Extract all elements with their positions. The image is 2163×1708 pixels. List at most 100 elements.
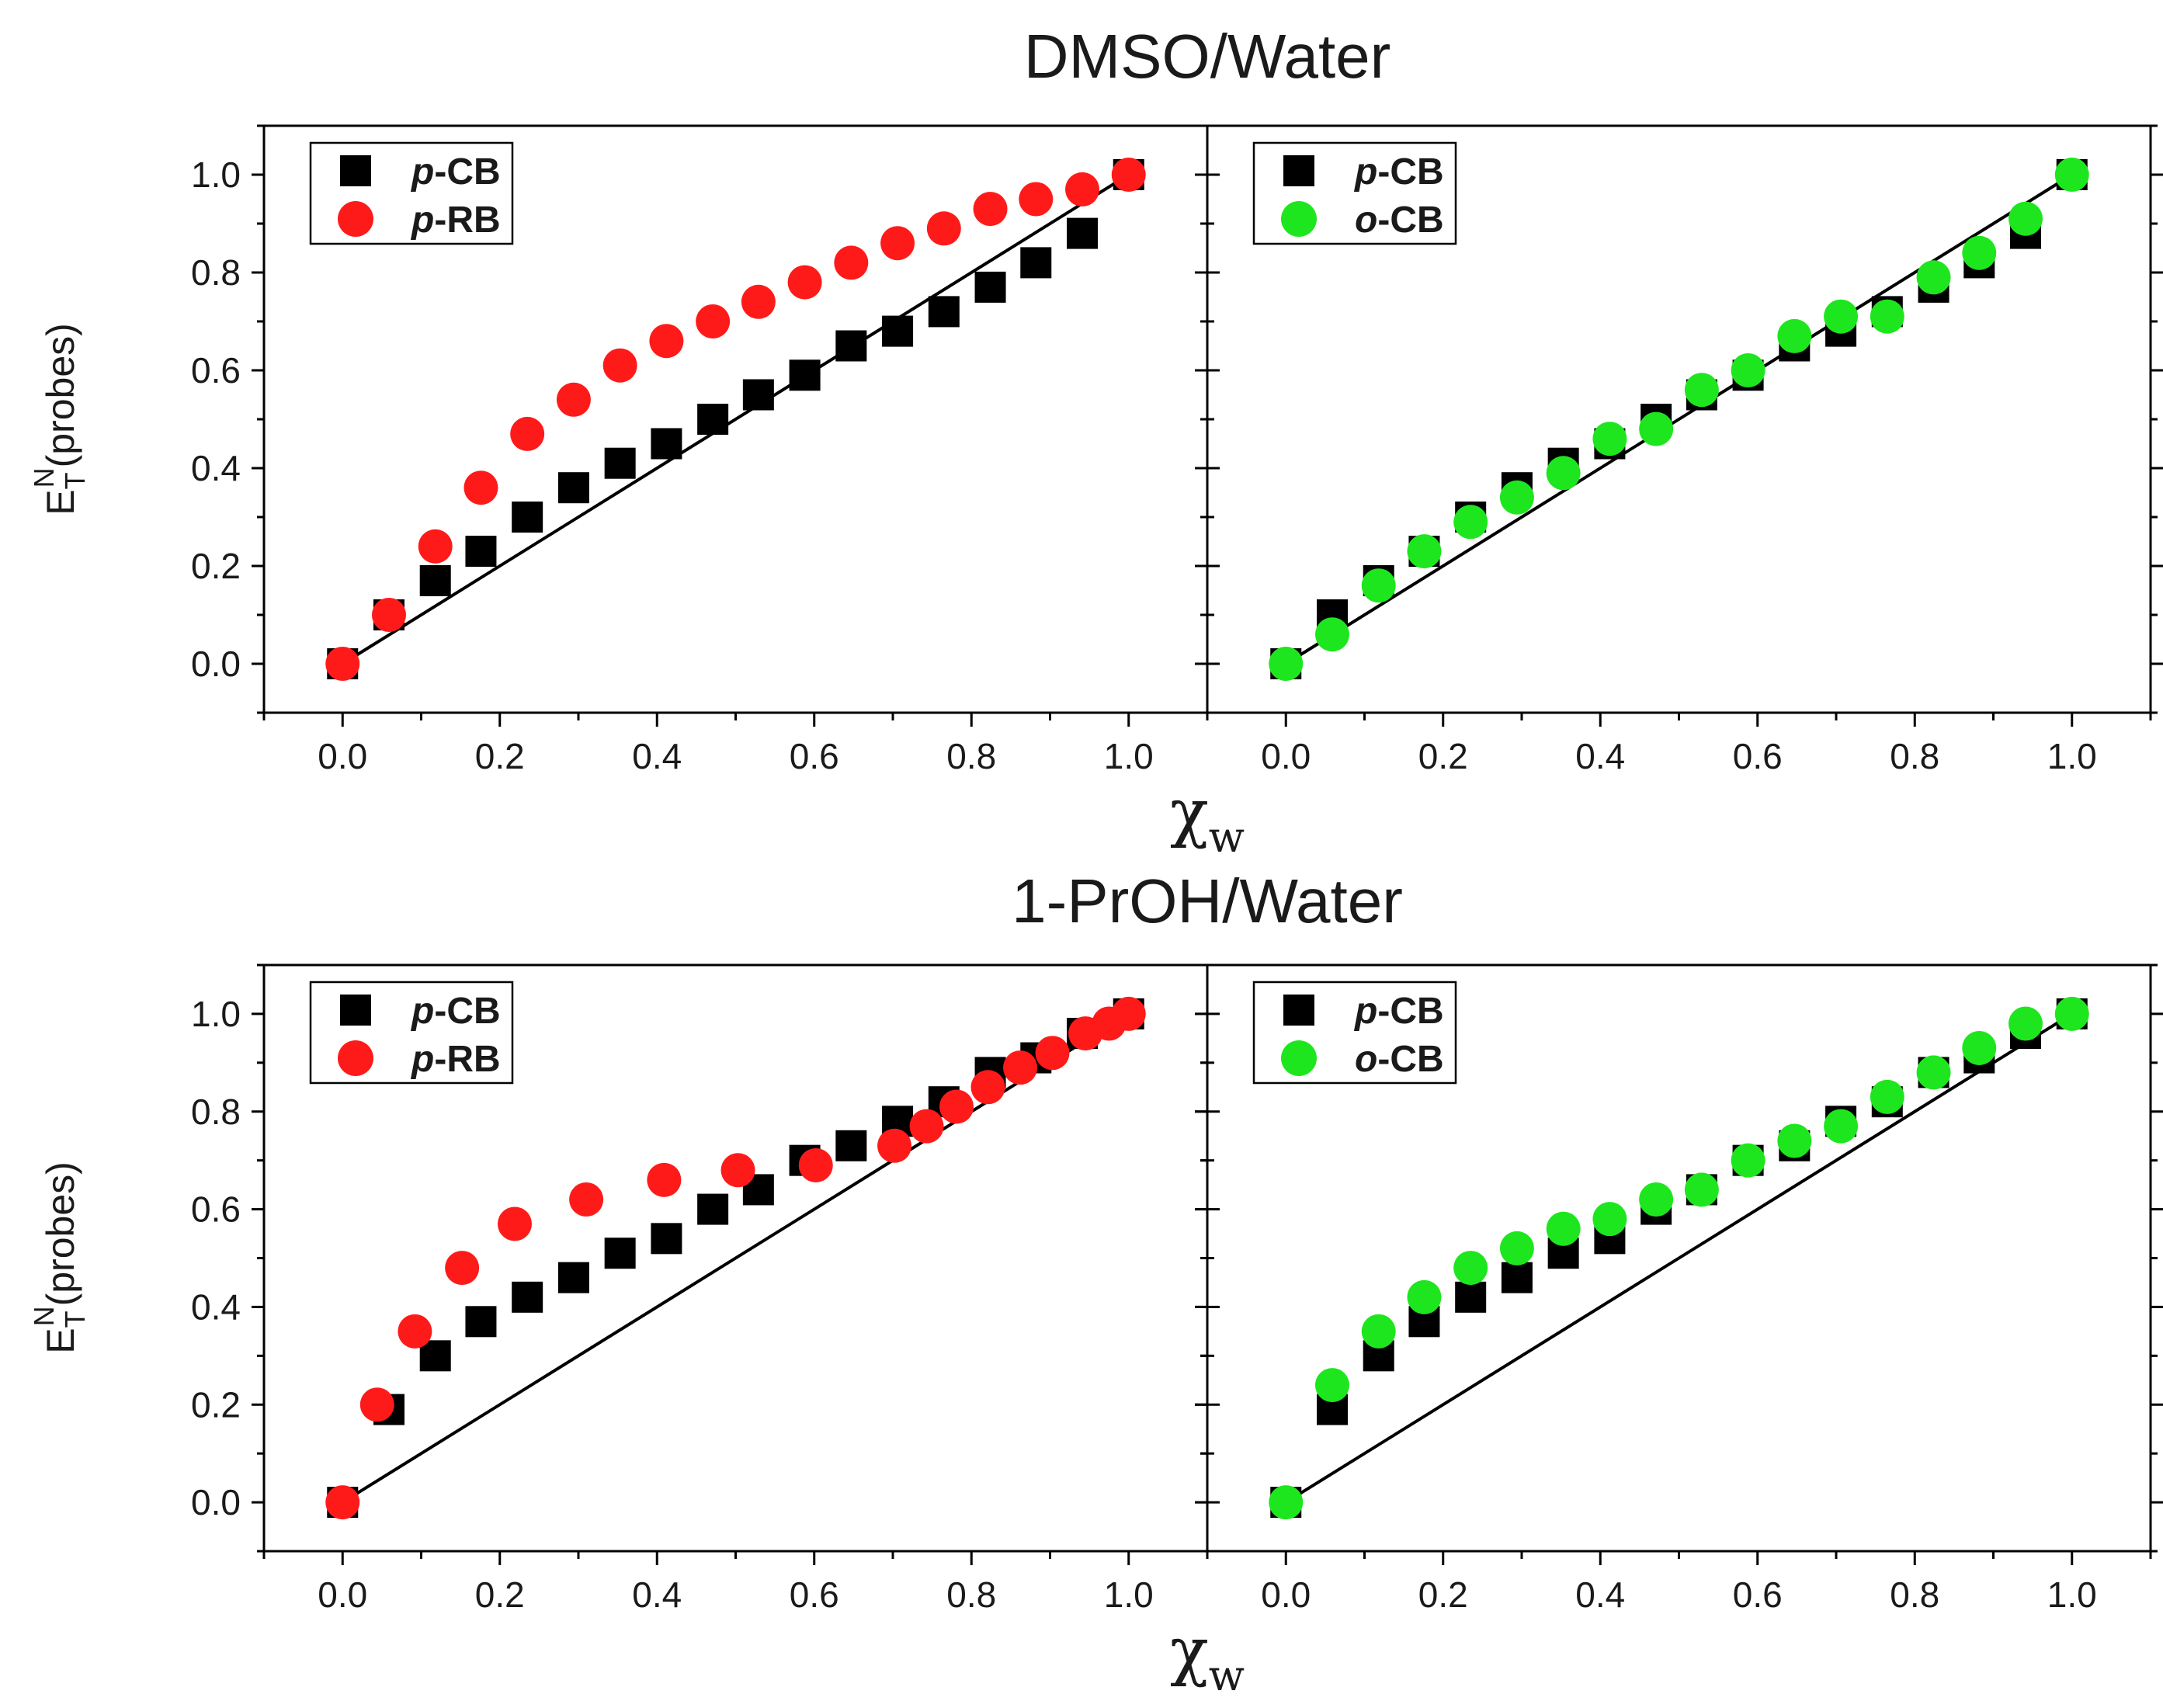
data-point-circle	[1269, 647, 1304, 681]
data-point-circle	[1731, 353, 1765, 387]
x-tick-label: 0.8	[1890, 736, 1939, 776]
data-point-circle	[1546, 456, 1581, 491]
series-o-CB	[1269, 158, 2089, 681]
data-point-circle	[1777, 318, 1812, 353]
y-tick-label: 0.4	[191, 1286, 241, 1327]
data-point-circle	[1592, 1202, 1627, 1237]
data-point-circle	[1314, 617, 1349, 652]
data-point-square	[465, 1306, 497, 1338]
data-point-circle	[877, 1128, 912, 1163]
data-point-square	[697, 1193, 729, 1225]
x-tick-label: 0.0	[318, 1574, 367, 1615]
legend-marker-circle	[1281, 1040, 1317, 1076]
data-point-circle	[1361, 1314, 1396, 1349]
y-tick-label: 0.4	[191, 448, 241, 488]
data-point-square	[1455, 1281, 1487, 1313]
x-tick-label: 0.0	[1261, 736, 1311, 776]
data-point-square	[557, 472, 589, 504]
data-point-circle	[1361, 568, 1396, 603]
plot-panel-right: 0.0 0.2 0.4 0.6 0.8 1.0 p-CB o-CB	[1195, 124, 2163, 776]
data-point-circle	[2054, 996, 2089, 1031]
x-axis-label: χw	[1170, 1615, 1245, 1700]
data-point-circle	[464, 470, 498, 505]
legend-marker-square	[1283, 155, 1314, 186]
legend-label: p-CB	[410, 151, 501, 193]
y-tick-label: 0.8	[191, 1092, 241, 1132]
data-point-circle	[602, 348, 637, 383]
data-point-circle	[909, 1109, 944, 1144]
data-point-circle	[418, 529, 453, 564]
data-point-circle	[556, 382, 591, 417]
data-point-circle	[834, 245, 869, 280]
y-tick-label: 0.2	[191, 546, 241, 586]
data-point-square	[835, 330, 867, 362]
x-tick-label: 1.0	[1104, 1574, 1154, 1615]
legend-label: o-CB	[1355, 1039, 1444, 1080]
legend-marker-square	[340, 995, 371, 1026]
x-tick-label: 0.8	[946, 736, 996, 776]
y-axis-label: ETN(probes)	[28, 323, 91, 516]
y-tick-label: 0.2	[191, 1384, 241, 1425]
data-point-circle	[1065, 172, 1100, 207]
data-point-circle	[1592, 422, 1627, 457]
data-point-square	[465, 536, 497, 568]
data-point-circle	[1546, 1211, 1581, 1246]
data-point-circle	[1824, 1109, 1859, 1144]
legend-label: p-RB	[410, 1039, 501, 1080]
x-tick-label: 0.4	[632, 736, 682, 776]
data-point-circle	[1111, 996, 1146, 1031]
y-tick-label: 0.6	[191, 1189, 241, 1230]
data-point-circle	[359, 1387, 394, 1422]
chart-propanol-water: 1-PrOH/Water ETN(probes) χw 0.0 0.2 0.4 0.6 0.8…	[28, 866, 2163, 1700]
data-point-circle	[696, 304, 731, 338]
x-tick-label: 0.2	[475, 1574, 525, 1615]
data-point-circle	[1684, 1172, 1719, 1207]
reference-line	[1285, 173, 2073, 665]
data-point-square	[928, 296, 960, 328]
data-point-square	[512, 502, 543, 533]
x-tick-label: 0.6	[1733, 736, 1783, 776]
data-point-circle	[1499, 1231, 1534, 1265]
data-point-circle	[741, 284, 776, 319]
x-tick-label: 0.8	[946, 1574, 996, 1615]
data-point-circle	[2054, 158, 2089, 192]
x-tick-label: 1.0	[1104, 736, 1154, 776]
x-tick-label: 0.0	[1261, 1574, 1311, 1615]
legend-label: p-CB	[1353, 151, 1444, 193]
legend-marker-circle	[1281, 201, 1317, 237]
data-point-square	[697, 404, 729, 435]
plot-panel-left: 0.0 0.2 0.4 0.6 0.8 1.0 0.0 0.2 0.4 0.6 0.8 1.0 p-CB…	[191, 124, 1209, 776]
data-point-circle	[1777, 1123, 1812, 1158]
x-axis-label: χw	[1170, 776, 1245, 862]
legend-marker-circle	[338, 201, 373, 237]
x-tick-label: 0.8	[1890, 1574, 1939, 1615]
legend: p-CB o-CB	[1252, 141, 1457, 245]
data-point-circle	[647, 1162, 682, 1197]
chart-title: DMSO/Water	[1024, 22, 1391, 91]
data-point-circle	[1962, 1030, 1997, 1065]
x-tick-label: 0.6	[790, 1574, 839, 1615]
reference-line	[342, 173, 1130, 665]
data-point-circle	[970, 1070, 1005, 1105]
x-tick-label: 1.0	[2047, 736, 2097, 776]
y-axis-label: ETN(probes)	[28, 1161, 91, 1354]
data-point-circle	[1453, 505, 1488, 540]
y-tick-label: 0.6	[191, 350, 241, 391]
data-point-square	[835, 1130, 867, 1161]
data-point-square	[789, 359, 821, 391]
y-tick-label: 0.0	[191, 1482, 241, 1522]
data-point-circle	[973, 192, 1008, 227]
data-point-circle	[1314, 1368, 1349, 1403]
legend-marker-square	[340, 155, 371, 186]
data-point-circle	[1111, 158, 1146, 192]
legend-marker-square	[1283, 995, 1314, 1026]
x-tick-label: 0.6	[1733, 1574, 1783, 1615]
plot-panel-left: 0.0 0.2 0.4 0.6 0.8 1.0 0.0 0.2 0.4 0.6 0.8 1.0 p-CB…	[191, 963, 1209, 1615]
data-point-circle	[939, 1089, 974, 1124]
data-point-circle	[1684, 373, 1719, 408]
data-point-circle	[1916, 1055, 1951, 1090]
y-tick-label: 0.8	[191, 252, 241, 293]
legend-label: p-CB	[410, 991, 501, 1032]
data-point-square	[1020, 247, 1052, 279]
